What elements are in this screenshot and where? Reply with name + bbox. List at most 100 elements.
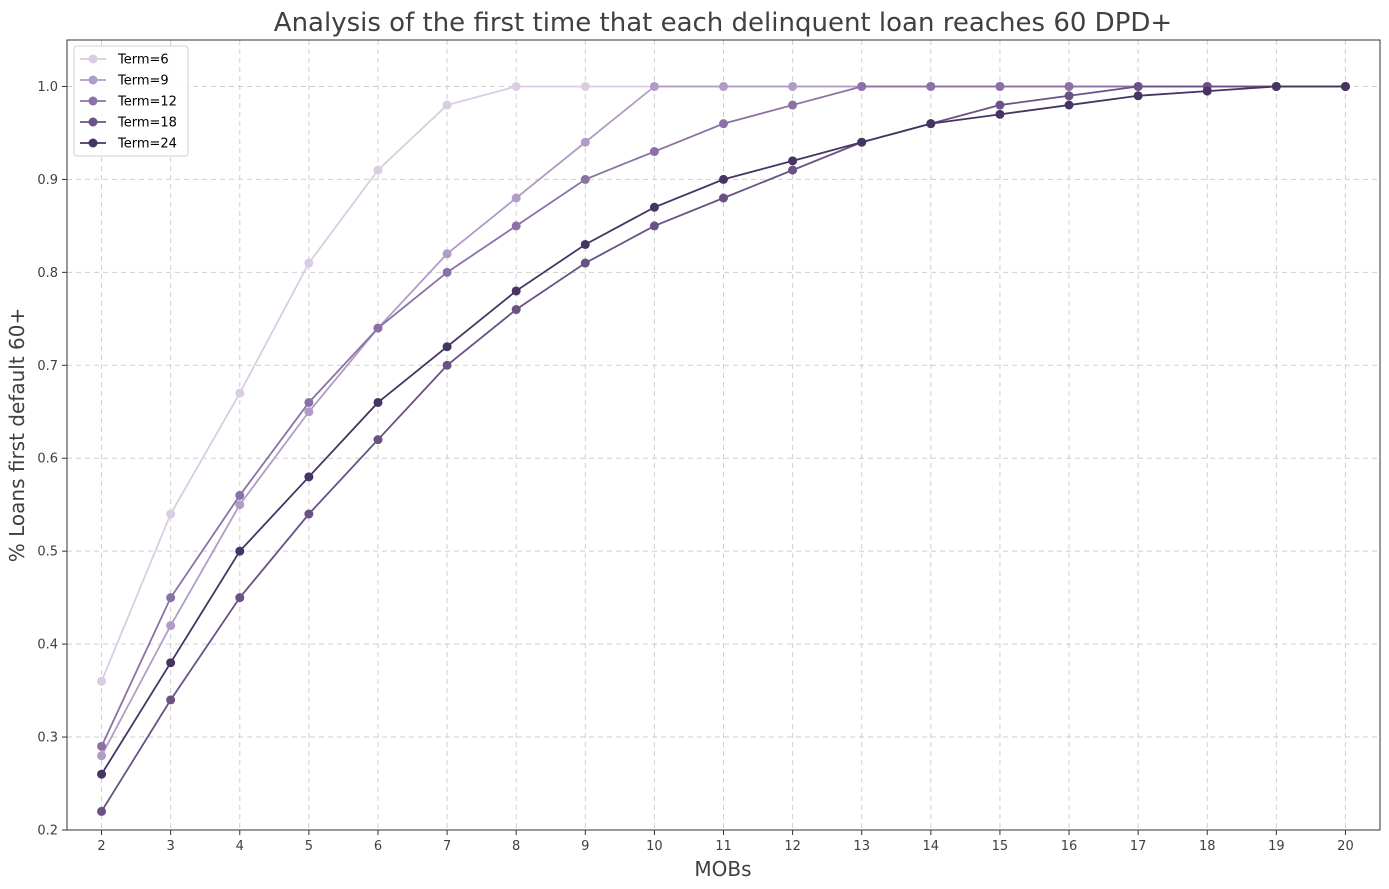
data-point	[1271, 81, 1281, 91]
series-layer	[97, 81, 1350, 816]
legend-item: Term=12	[80, 95, 177, 110]
legend-label: Term=12	[117, 95, 177, 110]
legend-marker	[88, 117, 98, 127]
legend-box	[73, 45, 189, 157]
data-point	[235, 546, 245, 556]
data-point	[511, 221, 521, 231]
legend-item: Term=9	[80, 74, 169, 89]
data-point	[97, 676, 107, 686]
y-tick-label: 0.9	[37, 173, 58, 188]
data-point	[649, 202, 659, 212]
data-point	[719, 81, 728, 91]
y-tick-label: 0.8	[37, 266, 58, 281]
data-point	[97, 806, 107, 816]
legend-marker	[88, 54, 98, 64]
legend-item: Term=18	[80, 116, 177, 131]
data-point	[580, 258, 590, 268]
data-point	[1064, 81, 1074, 91]
data-point	[719, 193, 728, 203]
data-point	[995, 100, 1005, 110]
data-point	[995, 81, 1005, 91]
x-tick-label: 16	[1061, 839, 1078, 854]
data-point	[580, 239, 590, 249]
x-tick-label: 6	[374, 839, 382, 854]
data-point	[926, 119, 936, 129]
x-tick-label: 19	[1268, 839, 1285, 854]
data-point	[995, 109, 1005, 119]
legend-marker	[88, 75, 98, 85]
x-axis-label: MOBs	[694, 857, 751, 881]
data-point	[788, 156, 798, 166]
data-point	[373, 323, 383, 333]
data-point	[649, 147, 659, 157]
x-tick-label: 13	[853, 839, 870, 854]
data-point	[166, 658, 176, 668]
data-point	[166, 509, 176, 519]
data-point	[442, 249, 452, 259]
data-point	[166, 593, 176, 603]
data-point	[166, 695, 176, 705]
y-tick-label: 0.3	[37, 731, 58, 746]
y-tick-label: 0.6	[37, 452, 58, 467]
y-tick-label: 0.4	[37, 638, 58, 653]
y-tick-label: 1.0	[37, 80, 58, 95]
data-point	[1202, 86, 1212, 96]
data-point	[235, 593, 245, 603]
x-axis: 2 3 4 5 6 7 8 9 10 11 12 13 14 15 16 17 18 19 20	[97, 830, 1354, 854]
x-tick-label: 18	[1199, 839, 1216, 854]
y-tick-label: 0.2	[37, 824, 58, 839]
data-point	[304, 258, 314, 268]
data-point	[580, 174, 590, 184]
data-point	[649, 81, 659, 91]
data-point	[1064, 100, 1074, 110]
legend: Term=6 Term=9 Term=12 Term=18 Term=24	[73, 45, 189, 157]
data-point	[511, 305, 521, 315]
y-tick-label: 0.5	[37, 545, 58, 560]
data-point	[442, 342, 452, 352]
data-point	[1064, 91, 1074, 101]
data-point	[166, 621, 176, 631]
data-point	[1133, 81, 1143, 91]
legend-label: Term=18	[117, 116, 177, 131]
x-tick-label: 4	[236, 839, 244, 854]
x-tick-label: 7	[443, 839, 451, 854]
data-point	[649, 221, 659, 231]
x-tick-label: 12	[784, 839, 801, 854]
x-tick-label: 14	[923, 839, 940, 854]
data-point	[788, 100, 798, 110]
legend-label: Term=24	[117, 137, 177, 152]
data-point	[719, 174, 728, 184]
y-tick-label: 0.7	[37, 359, 58, 374]
data-point	[442, 100, 452, 110]
data-point	[788, 165, 798, 175]
x-tick-label: 20	[1337, 839, 1354, 854]
data-point	[373, 165, 383, 175]
x-tick-label: 8	[512, 839, 520, 854]
data-point	[373, 435, 383, 445]
data-point	[580, 137, 590, 147]
y-axis-label: % Loans first default 60+	[5, 308, 29, 562]
legend-label: Term=6	[117, 53, 169, 68]
data-point	[580, 81, 590, 91]
data-point	[304, 509, 314, 519]
legend-item: Term=24	[80, 137, 177, 152]
x-tick-label: 17	[1130, 839, 1147, 854]
data-point	[926, 81, 936, 91]
data-point	[235, 388, 245, 398]
data-point	[1133, 91, 1143, 101]
data-point	[511, 193, 521, 203]
data-point	[235, 490, 245, 500]
legend-marker	[88, 138, 98, 148]
data-point	[373, 397, 383, 407]
legend-marker	[88, 96, 98, 106]
data-point	[235, 500, 245, 510]
grid	[67, 40, 1380, 831]
chart-title: Analysis of the first time that each del…	[274, 8, 1172, 38]
x-tick-label: 15	[992, 839, 1009, 854]
data-point	[442, 267, 452, 277]
data-point	[97, 751, 107, 761]
data-point	[719, 119, 728, 129]
x-tick-label: 3	[167, 839, 175, 854]
legend-item: Term=6	[80, 53, 169, 68]
